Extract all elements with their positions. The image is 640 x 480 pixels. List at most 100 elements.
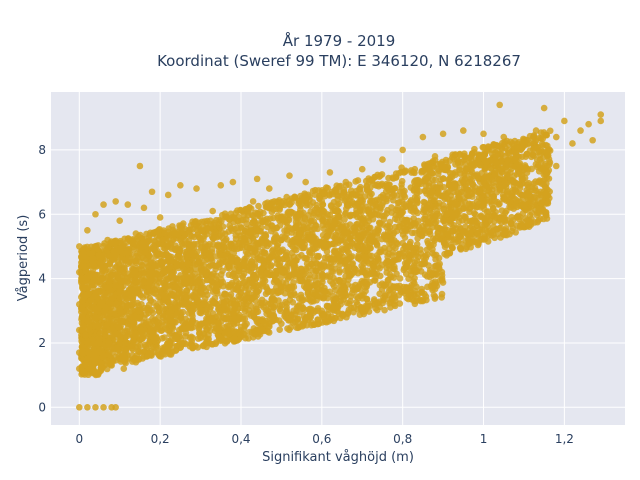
data-point xyxy=(318,275,326,283)
data-point xyxy=(112,300,120,308)
data-point xyxy=(417,178,424,185)
data-point xyxy=(492,208,499,216)
data-point xyxy=(444,230,452,238)
data-point xyxy=(496,200,503,208)
data-point xyxy=(172,284,179,291)
data-point xyxy=(361,269,369,276)
data-point xyxy=(223,338,231,345)
data-point xyxy=(380,215,388,223)
data-point xyxy=(488,150,496,158)
data-point xyxy=(393,239,400,247)
data-point xyxy=(381,282,388,290)
data-point xyxy=(438,290,446,298)
data-point xyxy=(438,275,446,282)
data-point xyxy=(412,177,419,184)
data-point xyxy=(366,189,373,196)
data-point xyxy=(149,315,156,323)
data-point xyxy=(215,312,223,319)
data-point xyxy=(399,231,407,238)
data-point xyxy=(509,177,517,185)
data-point xyxy=(298,296,306,304)
data-point xyxy=(407,267,414,275)
data-point xyxy=(430,241,437,248)
data-point xyxy=(375,212,383,219)
data-point xyxy=(218,276,225,283)
data-point xyxy=(331,240,339,248)
data-point xyxy=(78,274,85,282)
data-point xyxy=(291,291,299,299)
data-point xyxy=(487,229,495,236)
data-point xyxy=(170,230,178,237)
data-point xyxy=(220,299,228,306)
data-point xyxy=(372,201,379,209)
data-point xyxy=(129,346,137,353)
data-point xyxy=(246,229,254,237)
data-point xyxy=(315,252,323,260)
data-point xyxy=(102,331,109,339)
data-point xyxy=(245,286,252,293)
data-point xyxy=(507,138,514,146)
data-point xyxy=(523,150,531,158)
data-point xyxy=(303,279,311,287)
data-point xyxy=(385,181,392,188)
data-point xyxy=(262,218,270,226)
data-point xyxy=(231,245,238,253)
data-point xyxy=(169,272,177,280)
data-point xyxy=(266,269,274,276)
data-point xyxy=(177,300,184,308)
data-point xyxy=(349,190,357,198)
data-point xyxy=(374,180,382,188)
data-point xyxy=(370,277,378,284)
data-point xyxy=(360,230,368,238)
data-point xyxy=(542,131,550,139)
data-point xyxy=(197,227,205,234)
data-point xyxy=(267,300,274,307)
data-point xyxy=(427,217,435,224)
data-point xyxy=(314,209,321,216)
data-point xyxy=(481,215,488,223)
data-point xyxy=(282,284,290,291)
data-point xyxy=(358,221,366,229)
data-point xyxy=(164,326,171,334)
data-point xyxy=(433,218,440,225)
data-point xyxy=(270,198,278,205)
data-point xyxy=(341,216,348,223)
data-point xyxy=(85,318,93,325)
data-point xyxy=(410,187,418,194)
data-point xyxy=(314,286,321,293)
data-point xyxy=(79,322,87,329)
data-point xyxy=(188,333,195,341)
data-point xyxy=(498,214,505,222)
data-point xyxy=(90,351,98,359)
data-point xyxy=(502,228,509,236)
data-point xyxy=(106,260,113,268)
data-point xyxy=(364,280,371,288)
data-point xyxy=(96,251,104,259)
data-point xyxy=(422,208,430,216)
data-point xyxy=(95,348,103,356)
data-point xyxy=(365,260,373,267)
data-point xyxy=(429,279,436,287)
data-point xyxy=(255,286,263,294)
data-point xyxy=(118,315,125,322)
data-point xyxy=(283,309,291,316)
data-point xyxy=(160,321,168,329)
data-point xyxy=(486,217,494,224)
chart-title-line-2: Koordinat (Sweref 99 TM): E 346120, N 62… xyxy=(157,52,521,70)
data-point xyxy=(285,224,293,231)
data-point xyxy=(258,299,266,307)
data-point xyxy=(288,249,296,257)
data-point xyxy=(393,227,401,235)
data-point xyxy=(451,180,459,188)
data-point xyxy=(507,204,515,211)
data-point xyxy=(239,304,246,312)
data-point xyxy=(425,262,432,269)
data-point xyxy=(423,174,430,182)
data-point xyxy=(228,227,236,234)
data-point xyxy=(227,281,235,288)
data-point xyxy=(103,365,111,373)
data-point xyxy=(79,305,86,313)
data-point xyxy=(121,235,128,243)
data-point xyxy=(262,306,270,314)
